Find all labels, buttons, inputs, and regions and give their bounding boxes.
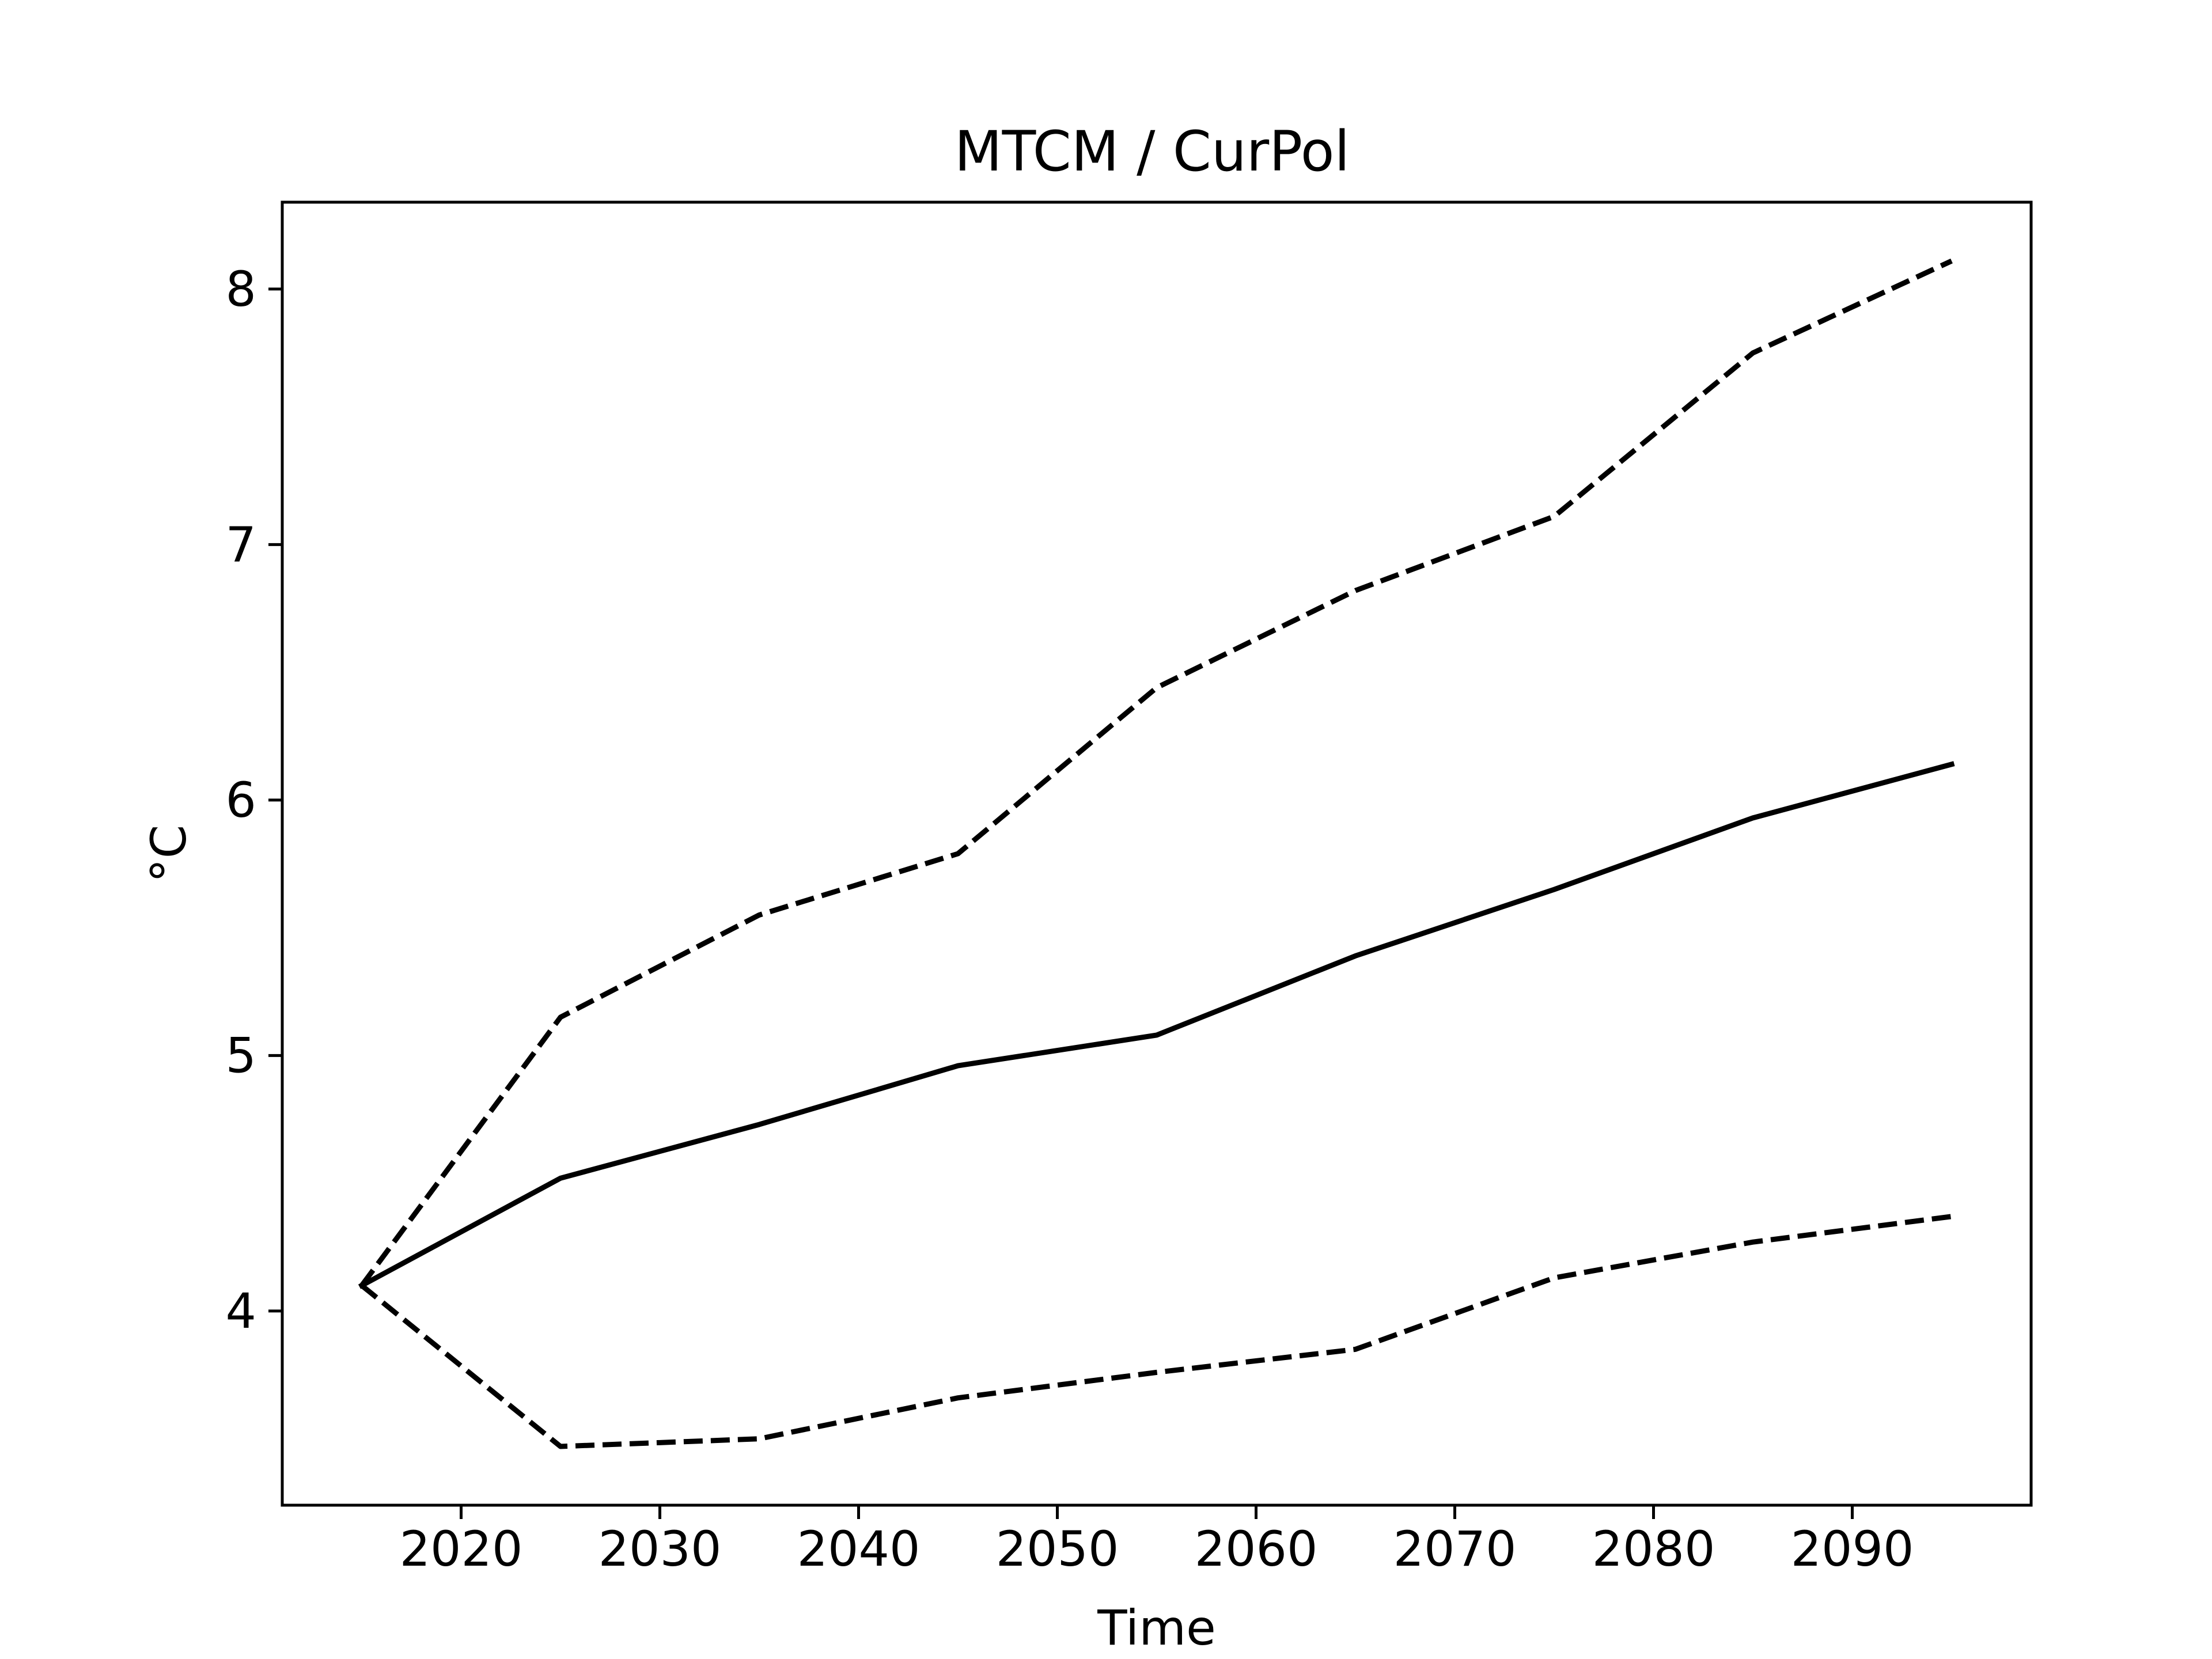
y-tick-label: 8 — [226, 261, 256, 317]
x-axis: 2020 2030 2040 2050 2060 2070 2080 2090 — [400, 1505, 1914, 1577]
x-tick-label: 2030 — [599, 1521, 722, 1577]
y-tick-label: 5 — [226, 1027, 256, 1084]
x-tick-label: 2020 — [400, 1521, 523, 1577]
x-tick-label: 2090 — [1791, 1521, 1914, 1577]
y-tick-label: 4 — [226, 1283, 256, 1339]
x-tick-label: 2070 — [1393, 1521, 1517, 1577]
plot-frame — [281, 200, 2033, 1507]
plot-area — [358, 258, 1955, 1449]
x-axis-label: Time — [1097, 1600, 1216, 1656]
y-axis-label: °C — [141, 825, 197, 883]
series-line-1-solid — [358, 761, 1955, 1289]
series-line-2-dashed — [359, 258, 1953, 1287]
y-tick-label: 6 — [226, 772, 256, 828]
y-tick-label: 7 — [226, 516, 256, 573]
x-tick-label: 2080 — [1592, 1521, 1715, 1577]
chart-title: MTCM / CurPol — [955, 119, 1350, 184]
y-axis: 4 5 6 7 8 — [226, 261, 282, 1339]
x-tick-label: 2060 — [1195, 1521, 1318, 1577]
x-tick-label: 2040 — [797, 1521, 921, 1577]
x-tick-label: 2050 — [996, 1521, 1119, 1577]
series-line-3-dashed — [360, 1214, 1952, 1449]
